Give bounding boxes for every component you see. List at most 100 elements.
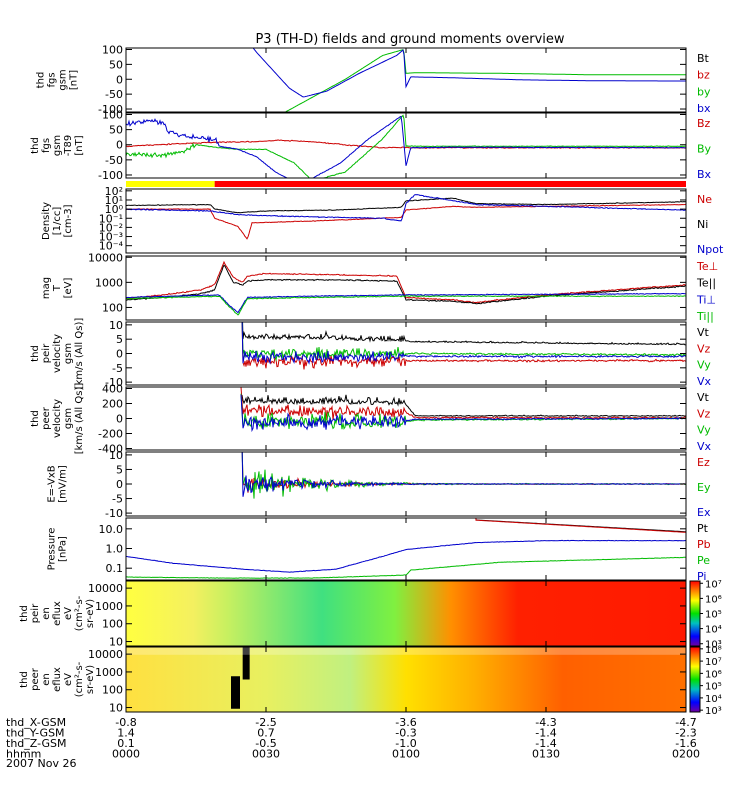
panel-peer_velocity: 400 200 0 -200 -400 thd peer velocity gsm [km/s (… [30,383,712,456]
y-axis-label-line: peir [41,343,52,363]
series-line-Ez [241,452,686,493]
time-axis-value: 0030 [252,748,280,761]
legend-entry-Pe: Pe [697,554,710,567]
time-axis-row-label: thd_X-GSM [6,716,66,729]
panel-efield: 105 0 -5-10 E=-VxB [mV/m] Ez Ey Ex [47,449,711,520]
time-axis-value: -2.3 [675,727,696,740]
legend-entry-bz: bz [697,69,710,82]
y-axis-label-line: velocity [52,334,63,373]
y-axis-label-line: Pressure [47,528,58,571]
y-tick-label: 5 [116,333,123,346]
series-line-Ti⊥ [126,292,686,314]
time-axis-value: -1.4 [535,727,556,740]
series-lines-efield [241,452,686,499]
y-tick-label: -10 [105,376,123,389]
y-tick-label: 10 [109,319,123,332]
date-label: 2007 Nov 26 [6,757,76,770]
panel-fgs: 100 50 0 -50 -100 thd fgs gsm [nT] Bt bz by bx [36,43,711,116]
data-gap-block [231,676,240,709]
series-line-Ne [126,203,686,240]
quality-flag-bar [126,181,686,187]
series-line-Vx [241,322,686,365]
y-tick-label: -5 [112,362,123,375]
y-tick-label: 100 [102,301,123,314]
y-tick-label: 400 [102,383,123,396]
legend-entry-Bt: Bt [697,52,710,65]
legend-entry-Vt: Vt [697,326,710,339]
time-axis-value: -4.3 [535,716,556,729]
y-tick-label: 10000 [88,582,123,595]
legend-entry-Vz: Vz [697,407,711,420]
panel-peir_velocity: 105 0-5-10 thd peir velocity gsm [km/s (All Qs… [30,318,712,390]
y-tick-label: 10 [109,702,123,715]
series-line-Npot [126,194,686,222]
series-lines-fgs [252,48,686,112]
series-line-Vz [241,322,686,370]
y-tick-label: 100 [102,109,123,122]
y-axis-label-line: thd [30,345,41,362]
legend-entry-Te||: Te|| [696,277,716,290]
colorbar-tick-label: 10³ [705,706,722,717]
time-axis-labels: thd_X-GSM -0.8 -2.5 -3.6 -4.3 -4.7 thd_Y-GSM 1.… [6,716,700,761]
y-tick-label: 1.0 [106,543,124,556]
time-axis-row-label: thd_Z-GSM [6,737,66,750]
data-gap-block [242,647,250,680]
y-tick-label: 0 [116,139,123,152]
y-tick-label: 50 [109,124,123,137]
y-tick-label: 10⁻¹ [99,212,123,225]
y-axis-label-line: velocity [52,399,63,438]
y-axis-label-line: eV [63,673,74,686]
time-axis-row-label: hhmm [6,748,41,761]
y-tick-label: 1000 [95,666,123,679]
y-axis-label-line: fgs [41,138,52,153]
y-tick-label: 10000 [88,251,123,264]
legend-entry-Vx: Vx [697,375,712,388]
y-axis-label-line: gsm [52,135,63,156]
time-axis-value: -1.6 [675,737,696,750]
y-tick-label: 10⁻³ [99,231,123,244]
time-axis-value: -4.7 [675,716,696,729]
legend-entry-Pb: Pb [697,538,711,551]
panel-peir_eflux: 10⁷ 10⁶ 10⁵ 10⁴ 10³ 10000 1000 100 10 thd peir en ef… [19,579,722,650]
legend-entry-Ex: Ex [697,506,711,519]
y-tick-label: 0 [116,478,123,491]
y-axis-label-line: en [41,673,52,686]
y-tick-label: 10000 [88,648,123,661]
y-tick-label: 1000 [95,600,123,613]
series-lines-peer_velocity [240,387,686,433]
y-tick-label: 10⁻⁴ [99,240,124,253]
y-axis-label-line: [km/s (All Qs)] [74,383,85,455]
y-axis-label-line: thd [36,72,47,89]
y-axis-label-line: [mV/m] [58,465,69,503]
panel-temperature: 10000 1000 100 mag T [eV] Te⊥ Te|| Ti⊥ Ti|| [41,251,718,323]
series-line-Te⊥ [126,260,686,304]
colorbar-tick-label: 10³ [705,640,722,651]
colorbar-tick-label: 10⁶ [705,594,722,605]
legend-entry-Bz: Bz [697,117,711,130]
y-axis-label-line: [1/cc] [52,207,63,236]
legend-entry-Ne: Ne [697,193,712,206]
legend-entry-Ti||: Ti|| [696,310,714,323]
series-line-Vx [240,394,686,433]
colorbar-tick-label: 10⁴ [705,625,722,636]
series-line-Ti|| [126,295,686,316]
time-axis-value: 0200 [672,748,700,761]
y-axis-label-line: sr-eV) [85,665,96,694]
y-tick-label: 200 [102,398,123,411]
y-axis-label-line: mag [41,277,52,299]
time-axis-value: 0.1 [117,737,135,750]
colorbar-tick-label: 10⁸ [705,645,722,656]
colorbar-tick-label: 10⁵ [705,610,722,621]
legend-entry-Pt: Pt [697,522,709,535]
flag-segment [126,181,215,187]
series-lines-temperature [126,260,686,316]
y-tick-label: 100 [102,684,123,697]
time-axis-value: 0000 [112,748,140,761]
y-axis-label-line: [nPa] [58,536,69,562]
time-axis-row-label: thd_Y-GSM [6,727,65,740]
time-axis-value: -3.6 [395,716,416,729]
colorbar-peer_eflux [689,646,701,713]
